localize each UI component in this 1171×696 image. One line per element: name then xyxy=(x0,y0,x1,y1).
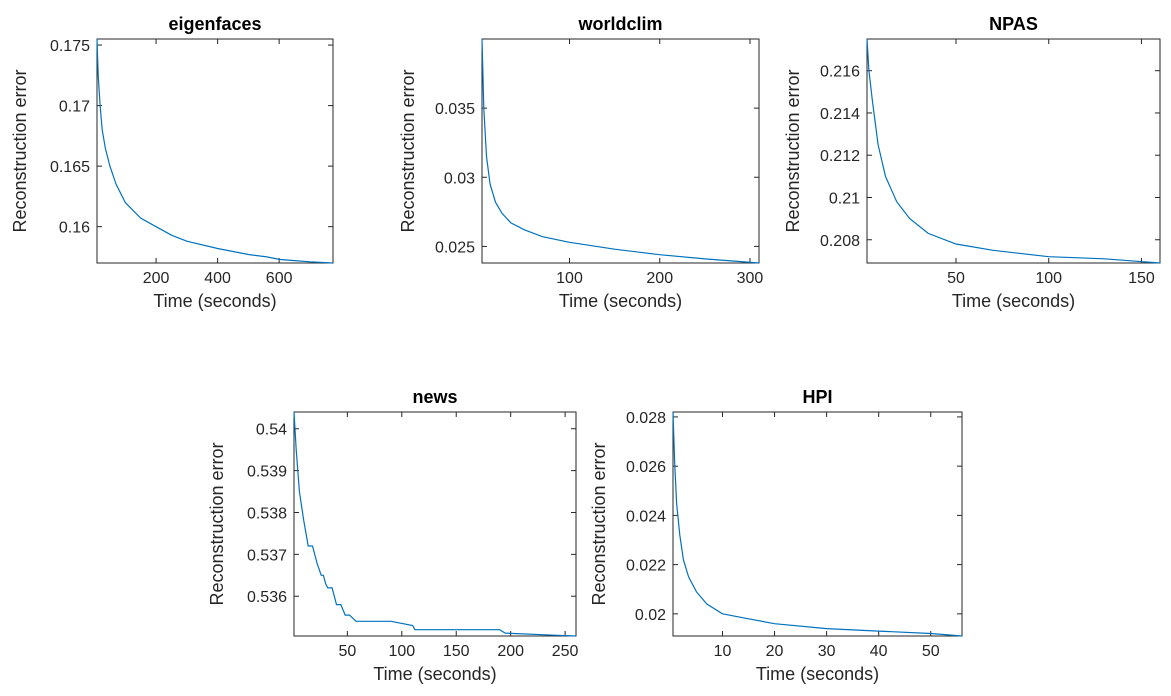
y-tick-label: 0.165 xyxy=(50,159,90,176)
plot-area xyxy=(672,411,963,637)
x-tick-label: 600 xyxy=(266,270,293,287)
y-tick-label: 0.208 xyxy=(820,233,860,250)
y-tick-label: 0.537 xyxy=(247,547,287,564)
x-axis-label: Time (seconds) xyxy=(153,291,276,311)
y-axis-label: Reconstruction error xyxy=(589,442,609,605)
y-tick-label: 0.538 xyxy=(247,505,287,522)
chart-panel-news: 50 100 150 200 250 0.536 0.537 0.538 0.539 0.54 ne… xyxy=(207,387,579,684)
chart-title: eigenfaces xyxy=(168,14,261,34)
series-line xyxy=(96,38,334,264)
series-line xyxy=(293,411,577,637)
x-tick-label: 100 xyxy=(556,270,583,287)
y-tick-label: 0.022 xyxy=(626,558,666,575)
series-line xyxy=(481,38,760,264)
series-line xyxy=(866,38,1161,264)
chart-panel-hpi: 10 20 30 40 50 0.02 0.022 0.024 0.026 0.028 HPI Tim… xyxy=(589,387,963,684)
y-tick-label: 0.03 xyxy=(444,170,475,187)
x-tick-label: 10 xyxy=(714,643,732,660)
x-tick-label: 40 xyxy=(870,643,888,660)
x-tick-label: 150 xyxy=(443,643,470,660)
x-tick-label: 100 xyxy=(1035,270,1062,287)
y-tick-label: 0.212 xyxy=(820,148,860,165)
y-tick-label: 0.026 xyxy=(626,459,666,476)
y-axis-label: Reconstruction error xyxy=(207,442,227,605)
series-line xyxy=(672,411,963,637)
y-tick-label: 0.025 xyxy=(435,239,475,256)
chart-panel-eigenfaces: 200 400 600 0.16 0.165 0.17 0.175 eigenfaces Tim… xyxy=(10,14,334,311)
x-tick-label: 400 xyxy=(204,270,231,287)
chart-panel-npas: 50 100 150 0.208 0.21 0.212 0.214 0.216 NPAS Time… xyxy=(783,14,1161,311)
x-tick-label: 20 xyxy=(766,643,784,660)
y-tick-label: 0.216 xyxy=(820,64,860,81)
y-tick-label: 0.024 xyxy=(626,508,666,525)
y-axis-label: Reconstruction error xyxy=(398,69,418,232)
x-tick-label: 250 xyxy=(552,643,579,660)
y-axis-label: Reconstruction error xyxy=(10,69,30,232)
y-tick-label: 0.539 xyxy=(247,464,287,481)
chart-panel-worldclim: 100 200 300 0.025 0.03 0.035 worldclim Time (se… xyxy=(398,14,763,311)
x-tick-label: 150 xyxy=(1128,270,1155,287)
x-tick-label: 50 xyxy=(922,643,940,660)
y-tick-label: 0.16 xyxy=(59,220,90,237)
x-axis-label: Time (seconds) xyxy=(756,664,879,684)
x-tick-label: 100 xyxy=(388,643,415,660)
x-tick-label: 200 xyxy=(143,270,170,287)
y-tick-label: 0.028 xyxy=(626,410,666,427)
chart-title: worldclim xyxy=(577,14,662,34)
y-tick-label: 0.214 xyxy=(820,106,860,123)
x-tick-label: 30 xyxy=(818,643,836,660)
x-tick-label: 50 xyxy=(947,270,965,287)
y-tick-label: 0.54 xyxy=(256,422,287,439)
x-axis-label: Time (seconds) xyxy=(373,664,496,684)
y-tick-label: 0.536 xyxy=(247,589,287,606)
plot-area xyxy=(96,38,334,264)
x-axis-label: Time (seconds) xyxy=(952,291,1075,311)
chart-title: news xyxy=(412,387,457,407)
chart-title: NPAS xyxy=(989,14,1038,34)
y-tick-label: 0.02 xyxy=(635,607,666,624)
y-tick-label: 0.035 xyxy=(435,101,475,118)
plot-area xyxy=(481,38,760,264)
x-axis-label: Time (seconds) xyxy=(559,291,682,311)
y-axis-label: Reconstruction error xyxy=(783,69,803,232)
y-tick-label: 0.17 xyxy=(59,99,90,116)
x-tick-label: 300 xyxy=(737,270,764,287)
plot-area xyxy=(866,38,1161,264)
chart-title: HPI xyxy=(802,387,832,407)
y-tick-label: 0.175 xyxy=(50,38,90,55)
y-tick-label: 0.21 xyxy=(829,190,860,207)
x-tick-label: 50 xyxy=(338,643,356,660)
x-tick-label: 200 xyxy=(646,270,673,287)
plot-area xyxy=(293,411,577,637)
x-tick-label: 200 xyxy=(497,643,524,660)
